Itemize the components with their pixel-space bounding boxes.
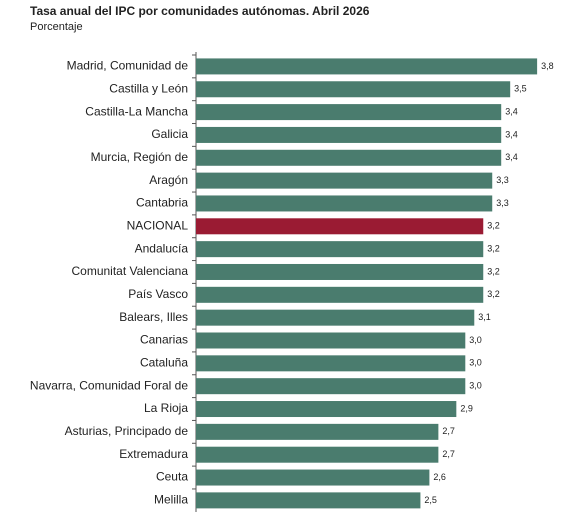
y-tick-label: Andalucía: [135, 241, 189, 255]
bar: [196, 309, 475, 326]
value-label: 3,0: [469, 381, 482, 391]
y-tick-label: Castilla y León: [109, 81, 188, 95]
value-label: 2,7: [442, 426, 455, 436]
value-label: 3,5: [514, 84, 527, 94]
value-label: 3,2: [487, 244, 500, 254]
bar: [196, 241, 484, 258]
value-label: 3,8: [541, 61, 554, 71]
chart-subtitle: Porcentaje: [30, 21, 83, 33]
bar: [196, 286, 484, 303]
y-tick-label: NACIONAL: [127, 218, 189, 232]
bar: [196, 81, 511, 98]
bar: [196, 332, 466, 349]
value-label: 3,3: [496, 198, 509, 208]
value-label: 3,1: [478, 312, 491, 322]
value-label: 2,9: [460, 403, 473, 413]
y-tick-label: Cataluña: [140, 356, 188, 370]
value-label: 3,2: [487, 221, 500, 231]
bar: [196, 172, 493, 189]
bar: [196, 104, 502, 121]
value-label: 3,4: [505, 129, 518, 139]
value-label: 2,7: [442, 449, 455, 459]
y-tick-label: Cantabria: [136, 196, 188, 210]
chart-title: Tasa anual del IPC por comunidades autón…: [30, 4, 370, 18]
y-tick-label: Castilla-La Mancha: [85, 104, 188, 118]
bar: [196, 58, 538, 75]
bar: [196, 378, 466, 395]
y-tick-label: Canarias: [140, 333, 188, 347]
value-label: 3,4: [505, 152, 518, 162]
y-tick-label: Asturias, Principado de: [65, 424, 189, 438]
value-label: 2,5: [424, 495, 437, 505]
y-tick-label: Madrid, Comunidad de: [67, 59, 189, 73]
y-tick-label: Murcia, Región de: [91, 150, 189, 164]
y-tick-label: Extremadura: [119, 447, 188, 461]
bar: [196, 446, 439, 463]
bar: [196, 401, 457, 418]
y-tick-label: La Rioja: [144, 401, 188, 415]
y-tick-label: Melilla: [154, 493, 188, 507]
bar: [196, 218, 484, 235]
value-label: 3,4: [505, 106, 518, 116]
y-tick-label: Balears, Illes: [119, 310, 188, 324]
bar: [196, 469, 430, 486]
bar: [196, 355, 466, 372]
value-label: 3,2: [487, 289, 500, 299]
bar: [196, 149, 502, 166]
y-tick-label: Comunitat Valenciana: [71, 264, 188, 278]
value-label: 3,0: [469, 358, 482, 368]
bar: [196, 492, 421, 509]
y-tick-label: País Vasco: [128, 287, 188, 301]
y-tick-label: Galicia: [151, 127, 188, 141]
y-tick-label: Aragón: [149, 173, 188, 187]
bar: [196, 195, 493, 212]
value-label: 2,6: [433, 472, 446, 482]
bar: [196, 263, 484, 280]
value-label: 3,2: [487, 266, 500, 276]
y-tick-label: Ceuta: [156, 470, 188, 484]
bar: [196, 423, 439, 440]
bar: [196, 126, 502, 143]
value-label: 3,0: [469, 335, 482, 345]
value-label: 3,3: [496, 175, 509, 185]
y-tick-label: Navarra, Comunidad Foral de: [30, 378, 188, 392]
